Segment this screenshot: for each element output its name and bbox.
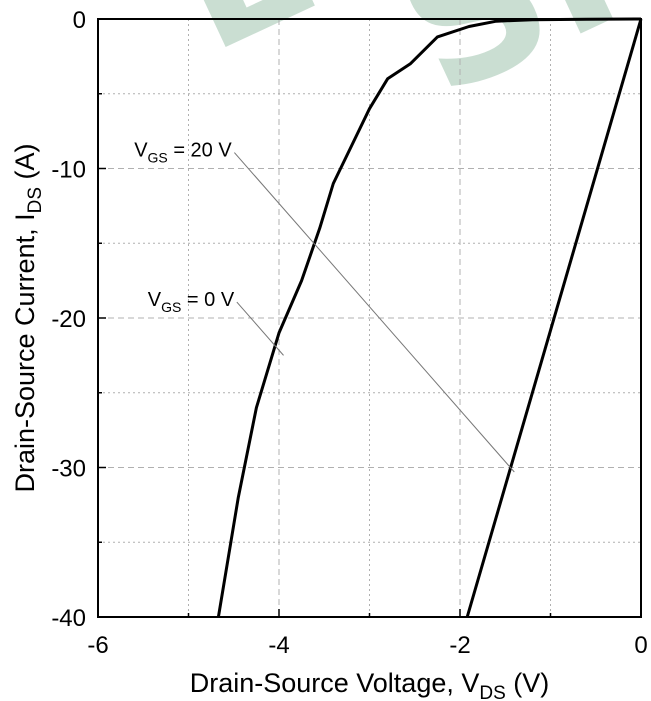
- annotation-label-2: VGS = 0 V: [148, 289, 235, 315]
- tick-labels: -6 -4 -2 00-10-20-30-40: [51, 7, 647, 659]
- annotation-label-1: VGS = 20 V: [134, 140, 232, 166]
- x-tick-label: -6: [87, 632, 108, 659]
- y-axis-title-sub: DS: [25, 187, 46, 213]
- watermark: SF E: [135, 0, 651, 139]
- series-line-2: [465, 18, 643, 618]
- y-tick-label: -20: [51, 306, 86, 333]
- x-tick-label: -2: [449, 632, 470, 659]
- svg-text:E: E: [135, 0, 346, 95]
- annotation-v: V: [134, 140, 148, 162]
- x-tick-label: 0: [634, 632, 647, 659]
- annotation-rest: = 0 V: [181, 289, 234, 311]
- y-tick-label: -40: [51, 605, 86, 632]
- x-axis-title-main: Drain-Source Voltage, V: [190, 668, 480, 698]
- series-group: [216, 17, 643, 618]
- annotation-sub: GS: [148, 150, 168, 166]
- annotation-rest: = 20 V: [168, 140, 233, 162]
- x-axis-title-sub: DS: [479, 683, 505, 701]
- annotation-leader-2: [236, 301, 284, 356]
- y-tick-label: -30: [51, 456, 86, 483]
- y-axis-title: Drain-Source Current, IDS (A): [10, 143, 46, 492]
- x-axis-title-unit: (V): [506, 668, 550, 698]
- annotation-leader-1: [233, 152, 515, 473]
- x-axis-title: Drain-Source Voltage, VDS (V): [190, 668, 550, 701]
- y-axis-title-unit: (A): [10, 143, 40, 187]
- series-line-1: [216, 17, 642, 618]
- y-axis-title-main: Drain-Source Current, I: [10, 213, 40, 492]
- y-tick-label: -10: [51, 157, 86, 184]
- annotation-sub: GS: [161, 299, 181, 315]
- x-tick-label: -4: [268, 632, 289, 659]
- plot-frame: [97, 18, 642, 618]
- annotation-v: V: [148, 289, 162, 311]
- y-tick-label: 0: [73, 7, 86, 34]
